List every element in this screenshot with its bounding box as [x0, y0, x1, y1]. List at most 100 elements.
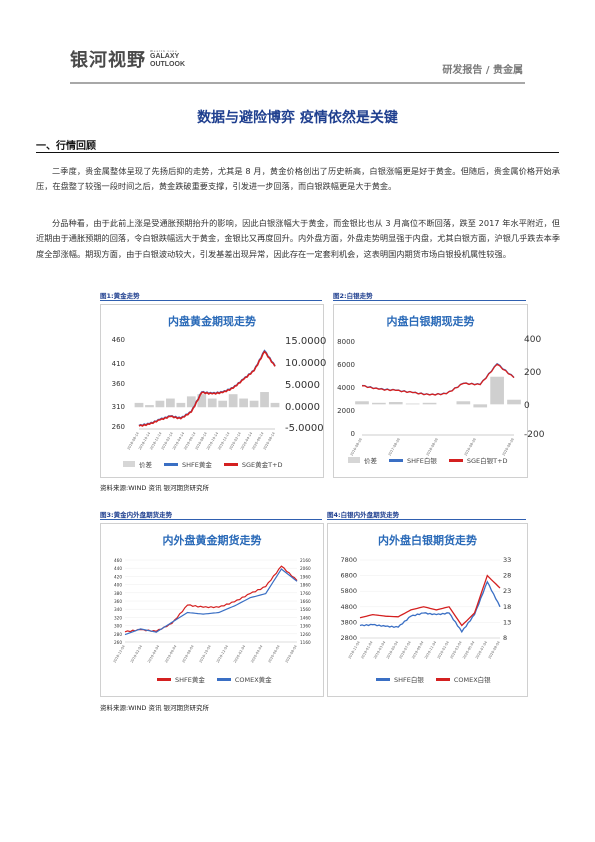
legend-label: COMEX黄金	[234, 676, 272, 684]
spread-bar	[355, 401, 369, 405]
y-tick-label: 300	[114, 624, 122, 629]
x-tick-label: 2019-01-04	[360, 641, 373, 660]
y2-tick-label: 1460	[300, 615, 311, 620]
c3-legend: SHFE黄金 COMEX黄金	[157, 674, 272, 684]
y-tick-label: 460	[114, 558, 122, 563]
chart-1-plot: 2018-08-142018-10-142018-12-142019-02-14…	[127, 349, 280, 451]
series-line	[359, 574, 501, 627]
legend-label: SHFE黄金	[182, 461, 212, 469]
c2-y-tick: 6000	[337, 361, 355, 369]
x-tick-label: 2019-10-04	[199, 645, 212, 664]
c1-y-tick: 310	[111, 403, 125, 411]
y2-tick-label: 8	[503, 634, 507, 642]
chart-2-title: 内盘白银期现走势	[386, 315, 475, 328]
figure-3-label: 图3:黄金内外盘期货走势	[100, 511, 173, 519]
header-divider	[70, 82, 525, 84]
chart-3-plot: 460 440 420 400 380 360 340 320 300 280 260 2160 206…	[113, 558, 311, 664]
x-tick-label: 2020-08-14	[263, 432, 276, 451]
legend-swatch-sge	[223, 462, 238, 466]
spread-bar	[155, 400, 165, 408]
y2-tick-label: 1660	[300, 599, 311, 604]
legend-swatch-shfe	[164, 462, 178, 466]
c1-y-tick: 360	[111, 380, 125, 388]
chart-gold-inout: 内外盘黄金期货走势 460 440 420 400 380 360 340 320 300 280…	[100, 523, 324, 697]
x-tick-label: 2019-07-04	[398, 641, 411, 660]
series-line	[138, 350, 276, 427]
legend-swatch-shfe	[157, 677, 171, 681]
c2-y-tick: 2000	[337, 407, 355, 415]
chart-silver-inout: 内外盘白银期货走势 7800 6800 5800 4800 3800 2800 33 28 23…	[327, 523, 528, 697]
figure-4-label: 图4:白银内外盘期货走势	[327, 511, 400, 519]
spread-bar	[197, 394, 207, 408]
y-tick-label: 380	[114, 591, 122, 596]
x-tick-label: 2019-11-04	[424, 641, 437, 660]
report-category: 研发报告 / 贵金属	[442, 65, 523, 76]
logo-tagline: Wealth Line	[150, 49, 178, 53]
chart-3-title: 内外盘黄金期货走势	[162, 534, 262, 547]
spread-bar	[490, 376, 504, 405]
logo-en: Wealth Line GALAXY OUTLOOK	[150, 49, 185, 69]
spread-bar	[405, 403, 420, 405]
spread-bar	[239, 398, 248, 408]
y-tick-label: 320	[114, 615, 122, 620]
paragraph-1: 二季度，贵金属整体呈现了先扬后抑的走势，尤其是 8 月，黄金价格创出了历史新高，…	[36, 166, 560, 192]
logo-en-1: GALAXY	[150, 53, 180, 60]
spread-bar	[249, 400, 259, 408]
y2-tick-label: 18	[503, 603, 511, 611]
y-tick-label: 280	[114, 632, 122, 637]
y-tick-label: 340	[114, 607, 122, 612]
c2-y2-tick: 400	[524, 335, 542, 345]
y2-tick-label: 33	[503, 556, 511, 564]
spread-bar	[228, 394, 238, 408]
x-tick-label: 2018-12-04	[113, 645, 126, 664]
legend-label: SGE白银T+D	[466, 457, 508, 465]
spread-bar	[270, 402, 280, 408]
legend-label: SHFE白银	[394, 676, 424, 684]
spread-bar	[422, 402, 437, 405]
x-tick-label: 2019-06-04	[164, 645, 177, 664]
c2-y-tick: 4000	[337, 384, 355, 392]
c1-y2-tick: 10.0000	[285, 358, 327, 369]
legend-swatch-sge	[448, 458, 463, 462]
chart-silver-domestic: 内盘白银期现走势 8000 6000 4000 2000 0 400 200 0…	[333, 304, 544, 478]
x-tick-label: 2020-04-04	[250, 645, 263, 664]
c1-y2-tick: 0.0000	[285, 402, 320, 413]
x-tick-label: 2016-08-26	[350, 438, 363, 457]
x-tick-label: 2017-08-26	[388, 438, 401, 457]
figure-1-label: 图1:黄金走势	[100, 292, 140, 300]
figure-4-rule	[327, 519, 526, 520]
series-line	[362, 363, 515, 396]
c1-y2-tick: 15.0000	[285, 336, 327, 347]
y2-tick-label: 2060	[300, 566, 311, 571]
y2-tick-label: 2160	[300, 558, 311, 563]
chart-4-plot: 7800 6800 5800 4800 3800 2800 33 28 23 18 13 8 2018-…	[340, 556, 511, 660]
chart-4-title: 内外盘白银期货走势	[378, 534, 477, 547]
c2-y2-tick: 200	[524, 368, 542, 378]
c1-y2-tick: 5.0000	[285, 380, 320, 391]
x-tick-label: 2019-02-04	[130, 645, 143, 664]
chart-2-plot: 2016-08-26 2017-08-26 2018-08-26 2019-08-26…	[350, 362, 521, 457]
legend-swatch-spread	[348, 457, 360, 463]
series-line	[124, 565, 298, 633]
y2-tick-label: 28	[503, 572, 511, 580]
legend-label: SHFE黄金	[175, 676, 205, 684]
x-tick-label: 2018-11-04	[348, 641, 361, 660]
spread-bar	[372, 402, 386, 405]
figure-3-rule	[100, 519, 322, 520]
x-tick-label: 2020-06-04	[267, 645, 280, 664]
c1-y-tick: 260	[111, 423, 125, 431]
spread-bar	[473, 404, 488, 408]
y-tick-label: 5800	[340, 587, 357, 595]
logo: 银河视野 Wealth Line GALAXY OUTLOOK	[70, 46, 185, 72]
x-tick-label: 2019-03-04	[373, 641, 386, 660]
x-tick-label: 2020-08-04	[285, 645, 298, 664]
y2-tick-label: 1260	[300, 632, 311, 637]
x-tick-label: 2020-09-04	[488, 641, 501, 660]
c2-y2-tick: 0	[524, 401, 530, 411]
x-tick-label: 2019-05-04	[386, 641, 399, 660]
y-tick-label: 2800	[340, 634, 357, 642]
y-tick-label: 7800	[340, 556, 357, 564]
y2-tick-label: 13	[503, 618, 511, 626]
spread-bar	[145, 405, 154, 408]
page-title: 数据与避险博弈 疫情依然是关键	[197, 110, 398, 126]
